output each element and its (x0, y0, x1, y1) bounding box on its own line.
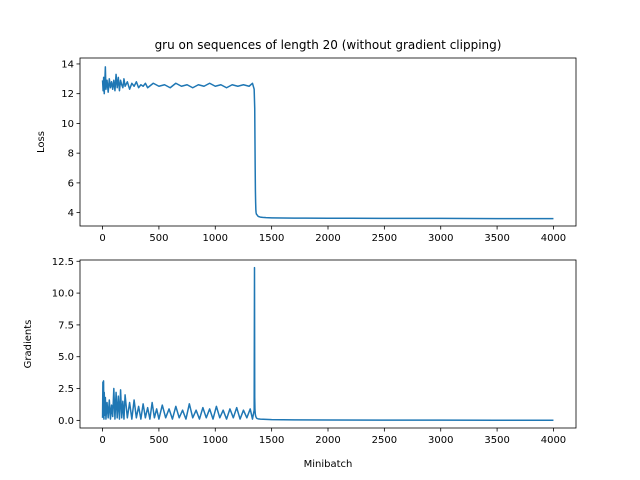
gradients-subplot: Gradients Minibatch 0 500 1000 1500 2000 2500… (23, 257, 577, 470)
gradients-x-tick-label-1000: 1000 (203, 435, 228, 446)
gradients-x-tick-label-0: 0 (99, 435, 105, 446)
loss-y-tick-label-6: 6 (68, 178, 74, 189)
loss-x-tick-label-2500: 2500 (372, 233, 397, 244)
loss-y-tick-label-8: 8 (68, 149, 74, 160)
gradients-x-tick-label-2000: 2000 (315, 435, 340, 446)
gradients-series-line (101, 266, 554, 421)
gradients-y-tick-label-12.5: 12.5 (52, 257, 74, 268)
loss-chart-title: gru on sequences of length 20 (without g… (155, 38, 502, 52)
loss-y-tick-label-4: 4 (68, 208, 74, 219)
loss-x-tick-label-4000: 4000 (541, 233, 566, 244)
loss-x-tick-label-1500: 1500 (259, 233, 284, 244)
loss-x-tick-label-500: 500 (149, 233, 168, 244)
gradients-x-tick-label-4000: 4000 (541, 435, 566, 446)
loss-y-tick-label-12: 12 (61, 89, 74, 100)
gradients-x-tick-label-500: 500 (149, 435, 168, 446)
gradients-y-tick-label-0.0: 0.0 (58, 416, 74, 427)
gradients-x-tick-label-1500: 1500 (259, 435, 284, 446)
loss-x-tick-label-0: 0 (99, 233, 105, 244)
loss-y-axis-label: Loss (36, 131, 47, 153)
gradients-y-tick-label-5.0: 5.0 (58, 352, 74, 363)
gradients-y-ticks: 0.0 2.5 5.0 7.5 10.0 12.5 (52, 257, 80, 427)
loss-x-ticks: 0 500 1000 1500 2000 2500 3000 3500 4000 (99, 226, 566, 244)
gradients-axes-frame (79, 259, 577, 429)
loss-y-tick-label-10: 10 (61, 119, 74, 130)
gradients-x-tick-label-2500: 2500 (372, 435, 397, 446)
loss-series-line (101, 66, 554, 220)
gradients-x-tick-label-3500: 3500 (484, 435, 509, 446)
gradients-y-tick-label-10.0: 10.0 (52, 289, 74, 300)
loss-x-tick-label-1000: 1000 (203, 233, 228, 244)
loss-subplot: gru on sequences of length 20 (without g… (36, 38, 577, 244)
loss-x-tick-label-3000: 3000 (428, 233, 453, 244)
gradients-y-tick-label-2.5: 2.5 (58, 384, 74, 395)
loss-axes-frame (79, 57, 577, 227)
gradients-x-axis-label: Minibatch (304, 459, 353, 470)
gradients-x-tick-label-3000: 3000 (428, 435, 453, 446)
loss-x-tick-label-3500: 3500 (484, 233, 509, 244)
gradients-y-tick-label-7.5: 7.5 (58, 320, 74, 331)
loss-y-ticks: 4 6 8 10 12 14 (61, 59, 80, 219)
gradients-x-ticks: 0 500 1000 1500 2000 2500 3000 3500 4000 (99, 428, 566, 446)
loss-x-tick-label-2000: 2000 (315, 233, 340, 244)
loss-y-tick-label-14: 14 (61, 59, 74, 70)
gradients-y-axis-label: Gradients (23, 320, 34, 369)
